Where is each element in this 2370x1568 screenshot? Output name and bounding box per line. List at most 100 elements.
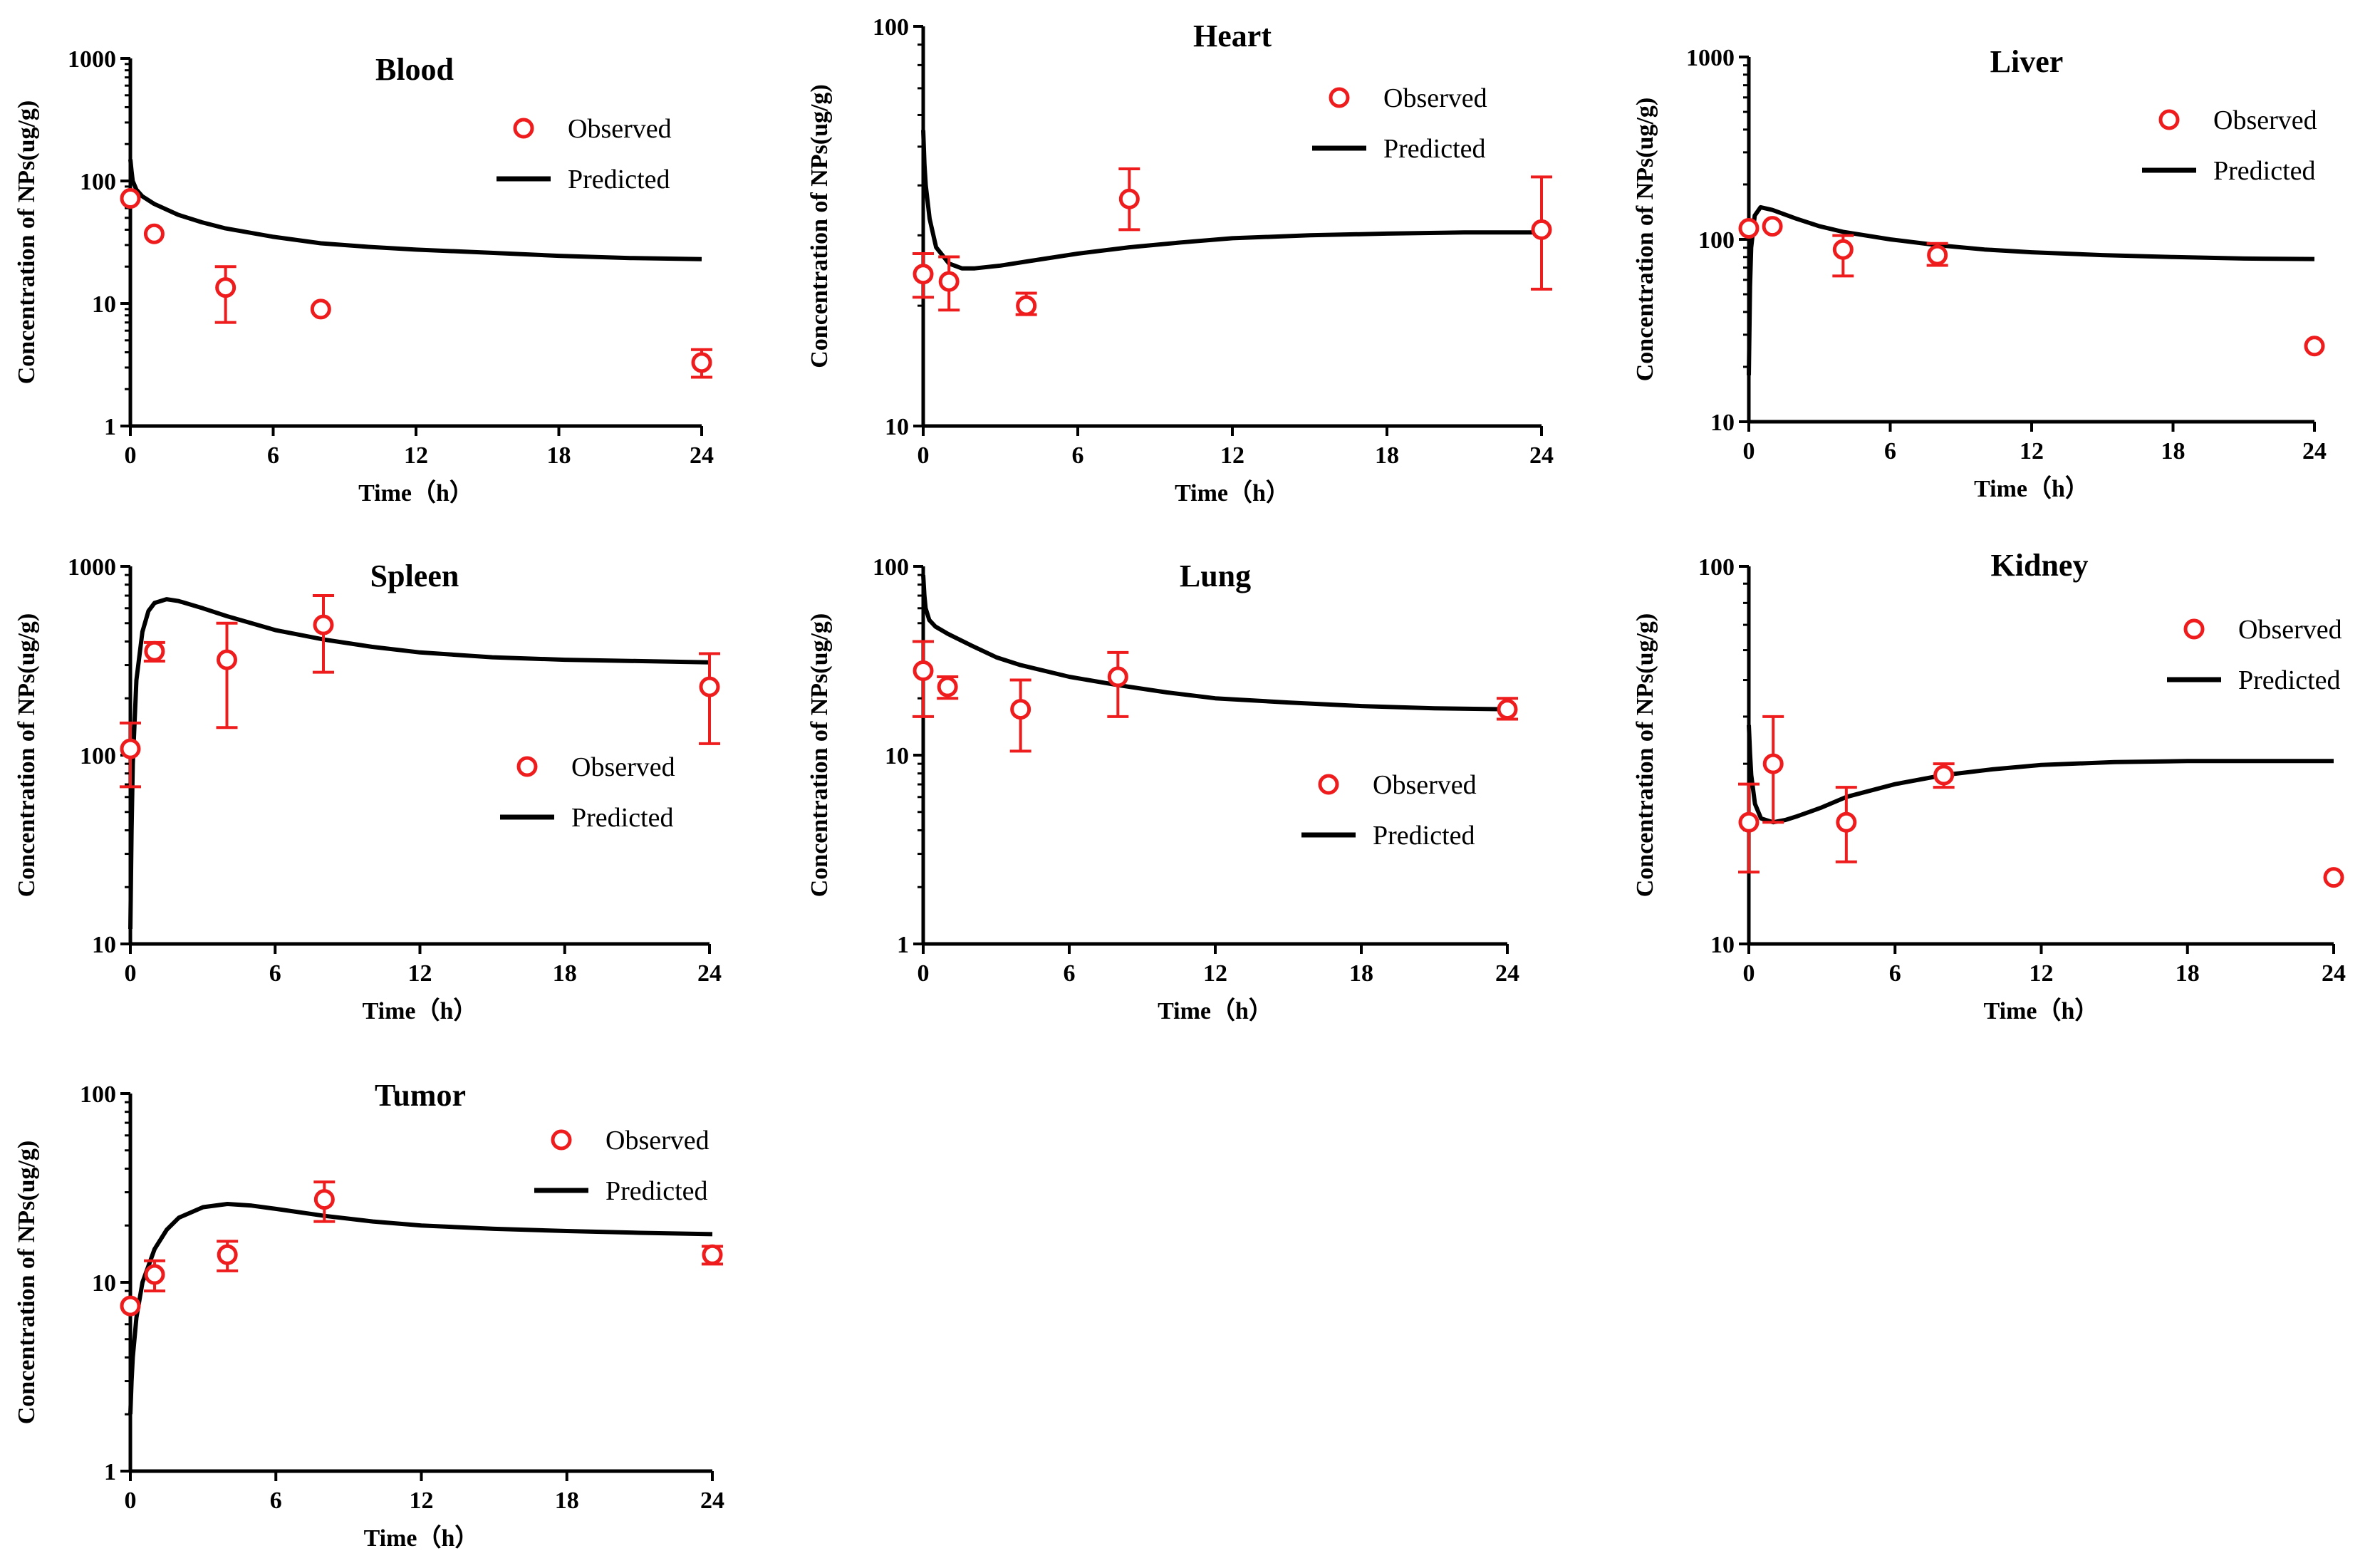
chart-title: Heart xyxy=(1193,19,1272,53)
legend-observed-label: Observed xyxy=(1373,770,1477,800)
y-tick-label: 10 xyxy=(885,414,909,440)
observed-point xyxy=(1836,811,1857,833)
observed-point xyxy=(1497,699,1518,720)
legend-observed-label: Observed xyxy=(2213,105,2317,135)
x-tick-label: 0 xyxy=(125,960,137,987)
y-axis-title: Concentration of NPs(ug/g) xyxy=(806,613,833,898)
observed-point xyxy=(913,660,934,682)
legend-observed-marker xyxy=(513,118,534,139)
x-tick-label: 0 xyxy=(918,442,930,469)
observed-point xyxy=(1118,188,1140,209)
chart-title: Tumor xyxy=(375,1078,466,1113)
x-tick-label: 18 xyxy=(547,442,571,469)
legend-predicted-label: Predicted xyxy=(2213,156,2316,186)
y-tick-label: 100 xyxy=(873,554,909,581)
y-tick-label: 100 xyxy=(80,169,116,195)
observed-point xyxy=(144,640,165,662)
y-tick-label: 100 xyxy=(80,743,116,769)
x-tick-label: 12 xyxy=(2029,960,2054,987)
observed-point xyxy=(1531,219,1552,240)
x-axis-title: Time（h） xyxy=(1158,997,1273,1024)
x-axis-title: Time（h） xyxy=(364,1524,479,1552)
y-tick-label: 1 xyxy=(897,932,909,958)
predicted-line xyxy=(128,159,702,261)
y-tick-label: 10 xyxy=(1710,410,1735,436)
observed-point xyxy=(1107,666,1128,687)
x-tick-label: 0 xyxy=(125,442,137,469)
y-axis-title: Concentration of NPs(ug/g) xyxy=(806,84,833,368)
x-tick-label: 24 xyxy=(2322,960,2346,987)
observed-point xyxy=(2323,867,2344,888)
legend-predicted-label: Predicted xyxy=(2238,665,2341,695)
observed-point xyxy=(215,277,237,298)
observed-point xyxy=(1738,217,1760,239)
y-axis-title: Concentration of NPs(ug/g) xyxy=(1632,98,1658,382)
observed-point xyxy=(691,352,712,373)
predicted-line xyxy=(921,130,1542,271)
x-tick-label: 24 xyxy=(697,960,722,987)
observed-point xyxy=(937,676,958,697)
observed-point xyxy=(938,271,960,292)
y-tick-label: 1 xyxy=(104,414,116,440)
legend-observed-label: Observed xyxy=(571,752,675,782)
chart-panel-tumor: 1 10 100 0 6 12 18 24 Time（h） Concentration of NP… xyxy=(14,1078,724,1552)
x-tick-label: 6 xyxy=(1064,960,1076,987)
x-tick-label: 24 xyxy=(2302,438,2327,464)
y-tick-label: 1 xyxy=(104,1459,116,1485)
x-tick-label: 0 xyxy=(125,1487,137,1514)
observed-point xyxy=(1933,764,1955,786)
x-tick-label: 12 xyxy=(2020,438,2044,464)
legend-observed-marker xyxy=(516,756,538,777)
chart-panel-blood: 1 10 100 1000 0 6 12 18 24 Time（h） Concentration o… xyxy=(14,46,714,507)
observed-point xyxy=(120,1295,141,1317)
y-tick-label: 1000 xyxy=(68,554,116,581)
observed-point xyxy=(120,188,141,209)
legend-predicted-label: Predicted xyxy=(606,1176,708,1206)
x-axis-title: Time（h） xyxy=(1984,997,2099,1024)
y-tick-label: 100 xyxy=(80,1081,116,1108)
x-tick-label: 12 xyxy=(1203,960,1227,987)
x-tick-label: 0 xyxy=(918,960,930,987)
x-tick-label: 18 xyxy=(2161,438,2186,464)
observed-point xyxy=(144,1264,165,1285)
chart-panel-liver: 10 100 1000 0 6 12 18 24 Time（h） Concentration of… xyxy=(1632,44,2327,502)
chart-panel-kidney: 10 100 0 6 12 18 24 Time（h） Concentration of NPs… xyxy=(1632,548,2346,1024)
observed-point xyxy=(310,298,331,320)
legend-predicted-label: Predicted xyxy=(1373,821,1475,851)
observed-point xyxy=(1832,239,1854,260)
observed-point xyxy=(699,676,720,697)
observed-point xyxy=(1927,244,1948,266)
observed-point xyxy=(313,614,334,635)
chart-title: Liver xyxy=(1990,44,2064,79)
legend-observed-marker xyxy=(2158,109,2180,130)
y-tick-label: 100 xyxy=(1698,227,1735,254)
chart-title: Blood xyxy=(375,52,454,87)
x-tick-label: 0 xyxy=(1743,960,1755,987)
legend-observed-marker xyxy=(1329,87,1350,108)
legend-observed-label: Observed xyxy=(1383,83,1487,113)
y-tick-label: 10 xyxy=(92,1270,116,1297)
observed-point xyxy=(1762,753,1784,774)
observed-point xyxy=(1762,216,1783,237)
y-axis-title: Concentration of NPs(ug/g) xyxy=(1632,613,1658,898)
x-tick-label: 18 xyxy=(1349,960,1373,987)
chart-panel-spleen: 10 100 1000 0 6 12 18 24 Time（h） Concentration of… xyxy=(14,554,722,1024)
observed-point xyxy=(1738,811,1760,833)
x-axis-title: Time（h） xyxy=(363,997,478,1024)
legend-observed-label: Observed xyxy=(568,114,672,144)
chart-title: Lung xyxy=(1180,559,1251,593)
legend-predicted-label: Predicted xyxy=(571,803,674,833)
observed-point xyxy=(913,264,934,285)
y-tick-label: 10 xyxy=(92,932,116,958)
legend-predicted-label: Predicted xyxy=(1383,134,1486,164)
y-tick-label: 10 xyxy=(92,291,116,318)
x-tick-label: 12 xyxy=(408,960,432,987)
x-tick-label: 6 xyxy=(270,1487,282,1514)
observed-point xyxy=(313,1189,335,1210)
predicted-line xyxy=(128,597,710,930)
legend-predicted-label: Predicted xyxy=(568,165,670,194)
x-axis-title: Time（h） xyxy=(1175,479,1290,507)
chart-title: Kidney xyxy=(1991,548,2089,583)
y-tick-label: 10 xyxy=(885,743,909,769)
predicted-line xyxy=(921,574,1508,712)
